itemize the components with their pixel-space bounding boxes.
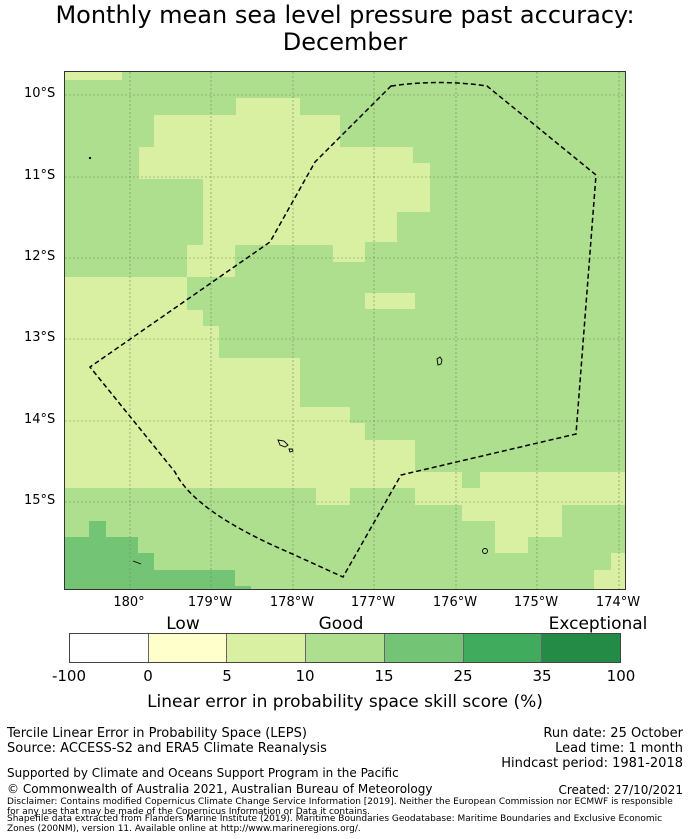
- colorbar-tick: 0: [143, 667, 153, 685]
- colorbar-tick: 15: [374, 667, 394, 685]
- colorbar-tick: 10: [295, 667, 315, 685]
- support-text: Supported by Climate and Oceans Support …: [7, 766, 399, 780]
- graticule: [65, 72, 625, 589]
- island-icon: [288, 448, 294, 453]
- colorbar-segment: [463, 634, 543, 662]
- disclaimer-shapefile: Shapefile data extracted from Flanders M…: [7, 814, 663, 834]
- islands: [88, 156, 488, 565]
- lon-label: 176°W: [432, 595, 478, 610]
- hindcast-period: Hindcast period: 1981-2018: [501, 756, 683, 771]
- colorbar-segment: [542, 634, 621, 662]
- colorbar-segment: [148, 634, 228, 662]
- region-fair-right2: [594, 570, 611, 589]
- lat-label: 13°S: [24, 330, 56, 345]
- lat-label: 12°S: [24, 249, 56, 264]
- lead-time: Lead time: 1 month: [555, 741, 683, 756]
- lon-label: 174°W: [595, 595, 641, 610]
- method-text: Tercile Linear Error in Probability Spac…: [7, 726, 307, 741]
- region-fair-top: [65, 72, 122, 80]
- colorbar-tick: 5: [222, 667, 232, 685]
- island-icon: [482, 548, 488, 554]
- skill-map: [64, 71, 626, 590]
- lat-label: 15°S: [24, 493, 56, 508]
- colorbar-category-exceptional: Exceptional: [548, 614, 648, 634]
- lon-label: 177°W: [350, 595, 396, 610]
- colorbar-segment: [227, 634, 307, 662]
- colorbar-label: Linear error in probability space skill …: [147, 692, 543, 712]
- lat-label: 14°S: [24, 412, 56, 427]
- island-icon: [88, 156, 92, 160]
- disclaimer-copernicus: Disclaimer: Contains modified Copernicus…: [7, 797, 673, 817]
- eez-boundary: [88, 81, 597, 578]
- colorbar: [69, 633, 621, 663]
- region-good-high-sw: [65, 521, 251, 589]
- region-fair-upper: [139, 98, 430, 277]
- copyright-text: © Commonwealth of Australia 2021, Austra…: [7, 782, 433, 796]
- region-fair-right: [611, 553, 625, 589]
- page-title-line2: December: [282, 28, 408, 56]
- run-date: Run date: 25 October: [543, 726, 683, 741]
- lon-label: 179°W: [187, 595, 233, 610]
- colorbar-tick: 100: [606, 667, 636, 685]
- region-fair-mid: [365, 293, 415, 309]
- colorbar-segment: [70, 634, 149, 662]
- lat-label: 11°S: [24, 168, 56, 183]
- colorbar-category-good: Good: [318, 614, 364, 634]
- source-text: Source: ACCESS-S2 and ERA5 Climate Reana…: [7, 741, 327, 756]
- colorbar-segment: [384, 634, 464, 662]
- lon-label: 180°: [113, 595, 145, 610]
- lon-label: 175°W: [513, 595, 559, 610]
- created-date: Created: 27/10/2021: [558, 783, 683, 797]
- island-icon: [132, 560, 142, 565]
- page-title-line1: Monthly mean sea level pressure past acc…: [55, 1, 635, 29]
- colorbar-segment: [306, 634, 385, 662]
- lat-label: 10°S: [24, 86, 56, 101]
- colorbar-category-low: Low: [166, 614, 200, 634]
- colorbar-tick: 25: [453, 667, 473, 685]
- island-icon: [436, 356, 443, 366]
- skill-map-svg: [65, 72, 625, 589]
- colorbar-tick: -100: [51, 667, 87, 685]
- region-fair-left: [65, 277, 625, 553]
- lon-label: 178°W: [269, 595, 315, 610]
- colorbar-tick: 35: [532, 667, 552, 685]
- island-icon: [277, 439, 289, 448]
